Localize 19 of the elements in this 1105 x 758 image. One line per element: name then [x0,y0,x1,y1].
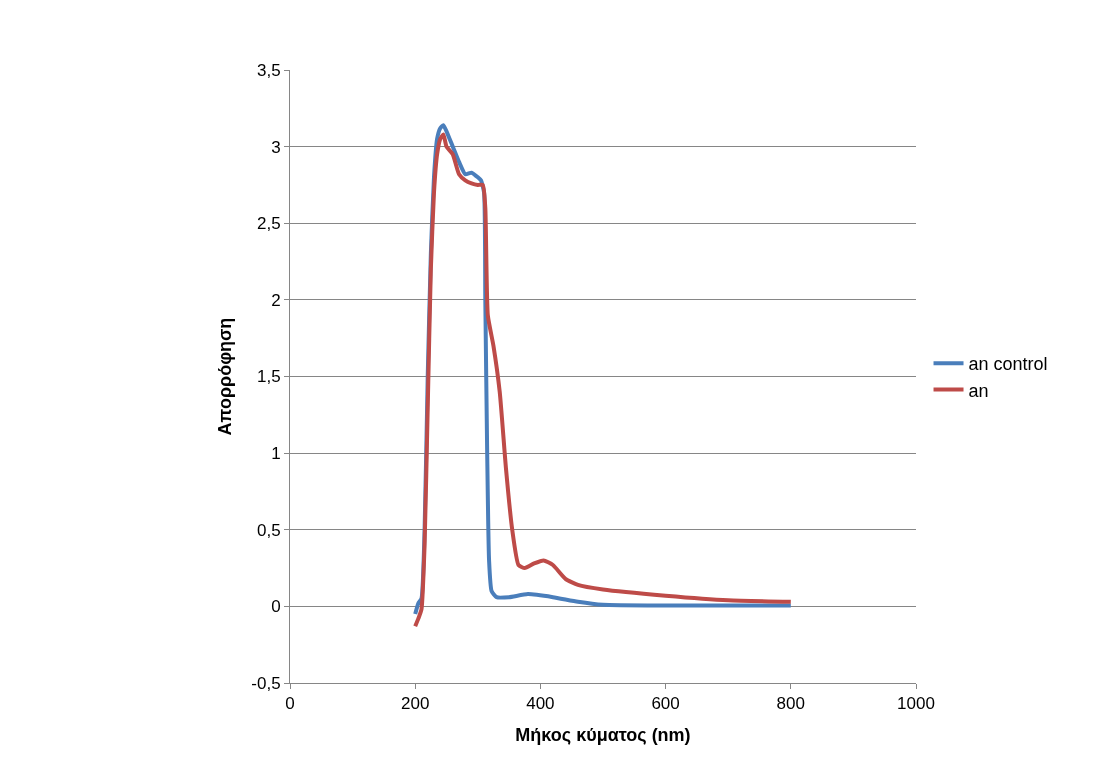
legend-label: an control [968,354,1048,375]
x-tick-label: 200 [401,694,430,714]
y-tick-label: 1,5 [256,367,281,387]
y-tick-label: 0 [271,597,281,617]
y-tick-label: -0,5 [251,673,281,693]
y-tick-label: 2,5 [256,214,281,234]
legend-label: an [968,380,989,401]
x-tick-label: 0 [285,694,295,714]
y-tick-label: 2 [271,290,281,310]
y-tick-label: 3,5 [256,60,281,80]
x-tick-label: 1000 [897,694,935,714]
y-tick-label: 0,5 [256,520,281,540]
x-tick-label: 600 [651,694,680,714]
x-axis-title: Μήκος κύματος (nm) [515,724,691,745]
x-tick-label: 400 [526,694,555,714]
y-tick-label: 3 [271,137,281,157]
y-tick-label: 1 [271,444,281,464]
x-tick-label: 800 [776,694,805,714]
y-axis-title: Απορρόφηση [214,317,235,436]
